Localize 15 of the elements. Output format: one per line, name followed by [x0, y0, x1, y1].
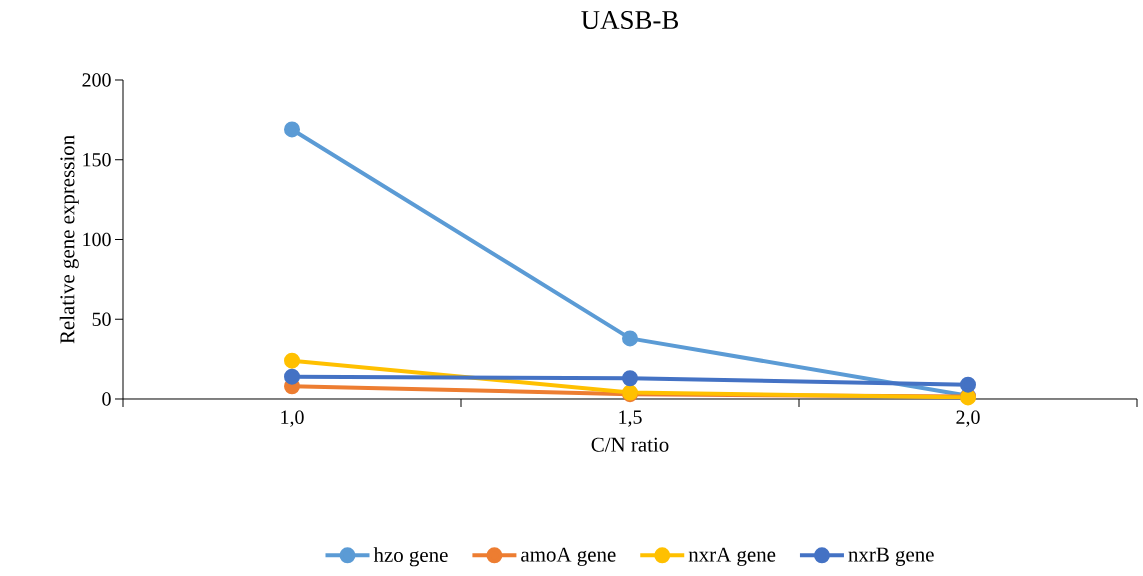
x-tick-label: 1,0 [281, 410, 304, 427]
legend-label: amoA gene [521, 547, 616, 566]
y-tick-label: 200 [82, 73, 111, 87]
y-tick-label: 0 [102, 392, 111, 406]
y-axis-title: Relative gene expression [59, 135, 79, 344]
x-tick-label: 1,5 [619, 410, 642, 427]
legend-label: nxrA gene [688, 547, 776, 566]
y-tick-label: 50 [92, 312, 111, 326]
x-tick-label: 2,0 [956, 410, 980, 427]
y-tick-label: 100 [83, 232, 111, 247]
y-tick-label: 150 [83, 153, 111, 167]
chart-title: UASB-B [581, 10, 678, 30]
x-axis-title: C/N ratio [591, 437, 669, 452]
legend-label: nxrB gene [848, 547, 934, 566]
legend-label: hzo gene [373, 547, 448, 567]
